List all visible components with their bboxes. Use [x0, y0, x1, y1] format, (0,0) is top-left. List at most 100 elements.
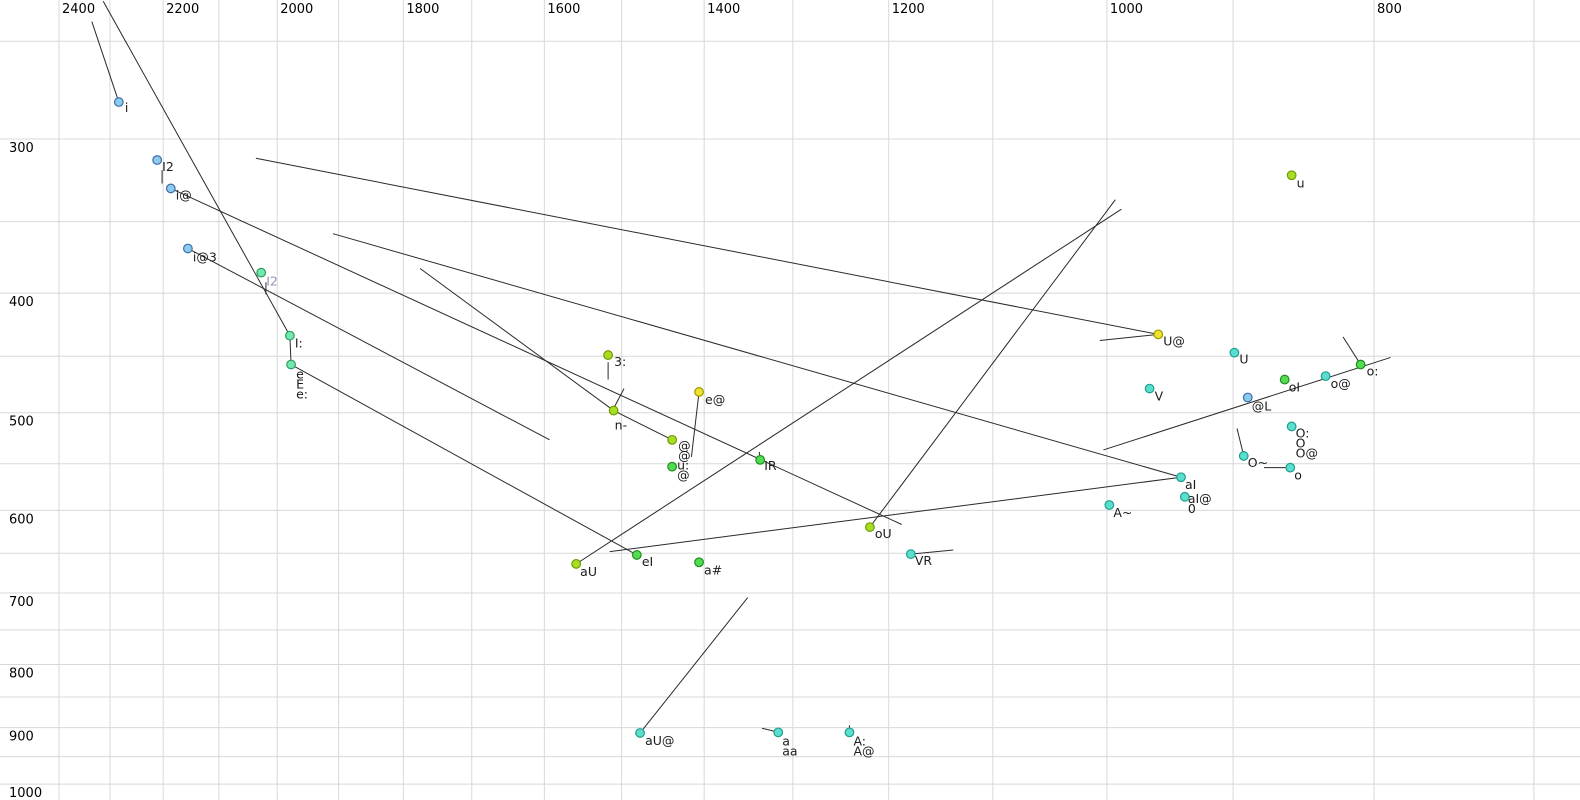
vowel-label-e@: e@: [705, 392, 725, 407]
vowel-point-o@: [1320, 371, 1331, 382]
trajectory-line-VR-tail: [910, 549, 954, 555]
x-axis-tick-label: 800: [1377, 2, 1402, 17]
x-axis-tick-label: 1600: [547, 2, 580, 17]
trajectory-line-o:-tail: [1342, 336, 1360, 363]
trajectory-line-long-to-aI: [332, 233, 1182, 478]
y-axis-tick-label: 600: [9, 512, 34, 527]
vowel-label-aI@: aI@: [1188, 491, 1212, 506]
vowel-label-a-1: aa: [782, 743, 797, 758]
vowel-point-I:: [284, 330, 295, 341]
vowel-point-oU: [864, 522, 875, 532]
vowel-point-n-: [608, 405, 619, 416]
vowel-point-3:: [603, 350, 614, 360]
vowel-point-@: [667, 434, 678, 445]
vowel-label-@-1: @: [678, 448, 691, 463]
vowel-label-V: V: [1155, 389, 1164, 404]
vowel-point-u: [1286, 170, 1297, 181]
vowel-label-i@: i@: [176, 187, 192, 202]
vowel-label-O~: O~: [1248, 455, 1268, 470]
x-axis-tick-label: 1800: [406, 2, 439, 17]
vowel-label-@: @: [678, 438, 691, 453]
vowel-label-i@3: i@3: [193, 249, 217, 264]
vowel-point-O~: [1238, 451, 1249, 461]
trajectory-line-e@-tail: [690, 391, 700, 457]
y-axis-tick-label: 300: [9, 141, 34, 156]
vowel-point-VR: [905, 549, 916, 559]
y-axis-tick-label: 800: [9, 667, 34, 682]
vowel-point-I2-blue: [152, 155, 163, 165]
axis-tick-labels: 2400 2200 2000 1800 1600 1400 1200 1000 800 300 40…: [9, 2, 1402, 800]
vowel-label-O:-1: O: [1296, 435, 1306, 450]
vowel-point-o:: [1355, 359, 1366, 370]
vowel-label-IR: IR: [764, 458, 777, 473]
vowel-label-U: U: [1239, 352, 1248, 367]
y-axis-tick-label: 500: [9, 415, 34, 430]
vowel-label-e: e: [296, 367, 304, 382]
trajectory-line-n--to-@: [613, 410, 673, 441]
x-axis-tick-label: 1400: [707, 2, 740, 17]
vowel-point-O:: [1286, 421, 1297, 432]
vowel-label-A:: A:: [853, 733, 866, 748]
vowel-label-3:: 3:: [614, 354, 626, 369]
vowel-label-o@: o@: [1331, 376, 1351, 391]
vowel-label-oI: oI: [1289, 380, 1300, 395]
vowel-point-V: [1144, 383, 1155, 394]
vowel-point-i@3: [182, 243, 193, 254]
trajectory-line-i-tail: [91, 21, 120, 103]
trajectory-line-flat-to-aI: [609, 476, 1182, 553]
vowel-label-a: a: [782, 733, 790, 748]
vowel-label-U@: U@: [1163, 333, 1185, 348]
vowel-label-i: i: [125, 100, 128, 115]
y-axis-tick-label: 900: [9, 730, 34, 745]
vowel-point-aU: [571, 558, 582, 569]
vowel-label-n-: n-: [615, 418, 627, 433]
vowel-label-e-1: E: [296, 377, 304, 392]
vowel-point-a#: [694, 557, 704, 568]
vowel-point-aI@: [1179, 491, 1190, 502]
vowel-point-o: [1285, 462, 1296, 473]
x-axis-tick-label: 2000: [280, 2, 313, 17]
trajectory-line-U@-short: [1099, 333, 1159, 342]
vowel-label-I2-green: I2: [266, 274, 278, 289]
vowel-point-i: [113, 97, 124, 107]
vowel-label-e-2: e:: [296, 387, 308, 402]
vowel-point-aI: [1176, 472, 1186, 483]
x-axis-tick-label: 1200: [892, 2, 925, 17]
vowel-label-o:: o:: [1367, 364, 1379, 379]
trajectory-line-long-to-I:: [102, 1, 291, 336]
vowel-label-eI: eI: [642, 554, 653, 569]
trajectory-line-into-n-: [419, 268, 614, 411]
vowel-point-a: [773, 727, 784, 738]
vowel-point-i@: [165, 183, 176, 194]
vowel-label-O:: O:: [1296, 425, 1310, 440]
vowel-point-eI: [631, 550, 642, 560]
vowel-point-u:: [667, 461, 678, 472]
trajectory-line-aU-long: [575, 208, 1122, 565]
vowel-label-a#: a#: [704, 562, 722, 577]
trajectory-lines: [91, 1, 1391, 734]
vowel-point-@L: [1242, 392, 1253, 403]
trajectory-line-i@-long: [170, 187, 902, 525]
x-axis-tick-label: 2200: [166, 2, 199, 17]
trajectory-line-n--tick: [613, 388, 625, 409]
vowel-label-VR: VR: [915, 553, 933, 568]
y-axis-tick-label: 1000: [9, 786, 42, 800]
vowel-label-aI: aI: [1185, 477, 1196, 492]
vowel-label-u:: u:: [677, 458, 689, 473]
trajectory-line-e-to-eI: [290, 364, 638, 556]
vowel-label-u:-1: @: [677, 468, 690, 483]
vowel-label-A~: A~: [1113, 505, 1132, 520]
vowel-label-aU: aU: [580, 564, 597, 579]
vowel-point-U@: [1153, 329, 1164, 340]
y-axis-tick-label: 700: [9, 595, 34, 610]
vowel-label-A:-1: A@: [853, 743, 874, 758]
vowel-point-A~: [1104, 500, 1115, 510]
vowel-label-@L: @L: [1252, 398, 1272, 413]
y-axis-tick-label: 400: [9, 295, 34, 310]
vowel-label-aU@: aU@: [645, 733, 674, 748]
vowel-point-IR: [755, 454, 766, 465]
